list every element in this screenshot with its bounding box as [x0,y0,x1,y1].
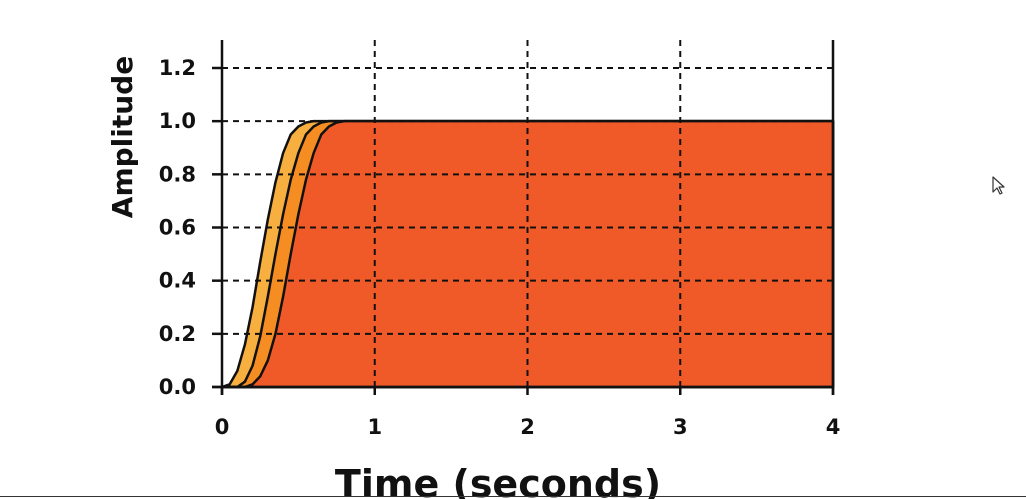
x-tick-label: 1 [367,415,382,439]
x-tick-label: 4 [826,415,841,439]
y-tick-label: 0.6 [159,216,196,240]
bottom-divider [0,496,1026,497]
y-tick-label: 0.8 [159,162,196,186]
y-tick-label: 1.2 [159,56,196,80]
y-tick-label: 0.4 [159,269,196,293]
x-tick-label: 2 [520,415,535,439]
y-tick-label: 0.2 [159,322,196,346]
axes [212,40,835,395]
y-tick-label: 0.0 [159,375,196,399]
x-tick-label: 3 [673,415,688,439]
x-tick-labels: 0 1 2 3 4 [215,387,841,439]
x-axis-title: Time (seconds) [335,462,661,499]
mouse-cursor-icon [992,176,1005,195]
y-axis-title: Amplitude [106,56,139,218]
x-tick-label: 0 [215,415,230,439]
y-tick-label: 1.0 [159,109,196,133]
y-tick-labels: 0.0 0.2 0.4 0.6 0.8 1.0 1.2 [159,56,222,399]
grid [222,40,833,387]
